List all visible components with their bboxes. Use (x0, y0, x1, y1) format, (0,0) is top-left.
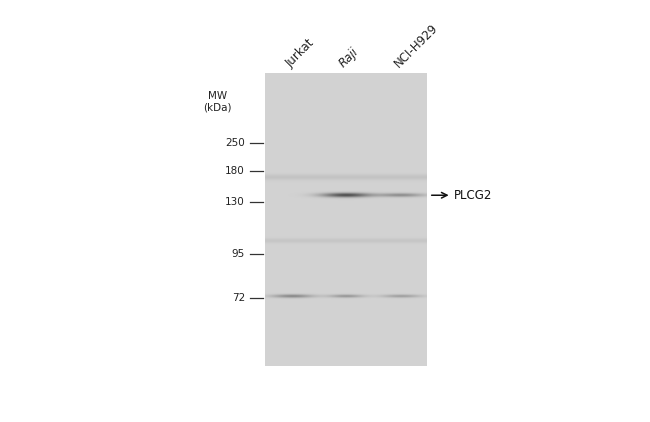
Text: NCI-H929: NCI-H929 (392, 22, 441, 70)
Text: Jurkat: Jurkat (283, 37, 317, 70)
Text: MW
(kDa): MW (kDa) (203, 91, 231, 113)
Text: 72: 72 (231, 292, 245, 303)
Text: PLCG2: PLCG2 (454, 189, 493, 202)
Text: 250: 250 (225, 138, 245, 148)
Text: 130: 130 (225, 197, 245, 207)
Text: 95: 95 (231, 249, 245, 259)
Text: 180: 180 (225, 166, 245, 176)
Text: Raji: Raji (337, 46, 361, 70)
